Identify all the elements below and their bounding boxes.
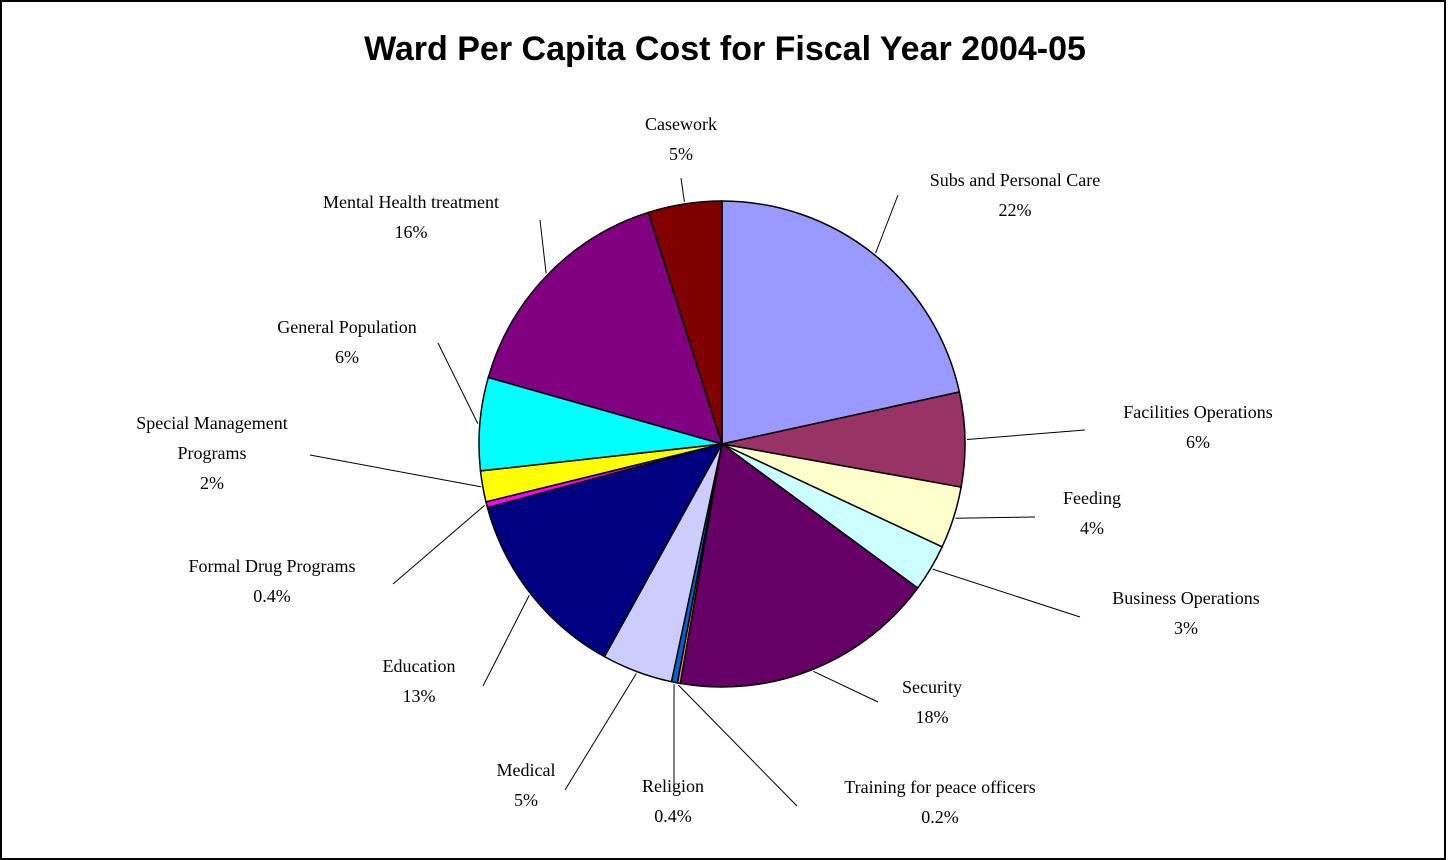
leader-line bbox=[483, 595, 529, 686]
leader-line bbox=[310, 455, 481, 487]
leader-line bbox=[565, 674, 636, 790]
leader-line bbox=[813, 671, 878, 702]
leader-line bbox=[681, 178, 684, 202]
leader-line bbox=[393, 505, 485, 584]
leader-line bbox=[955, 517, 1035, 518]
leader-line bbox=[540, 220, 546, 273]
leader-line bbox=[438, 343, 478, 424]
leader-line bbox=[933, 569, 1080, 617]
leader-line bbox=[876, 195, 898, 253]
leader-line bbox=[967, 430, 1085, 439]
